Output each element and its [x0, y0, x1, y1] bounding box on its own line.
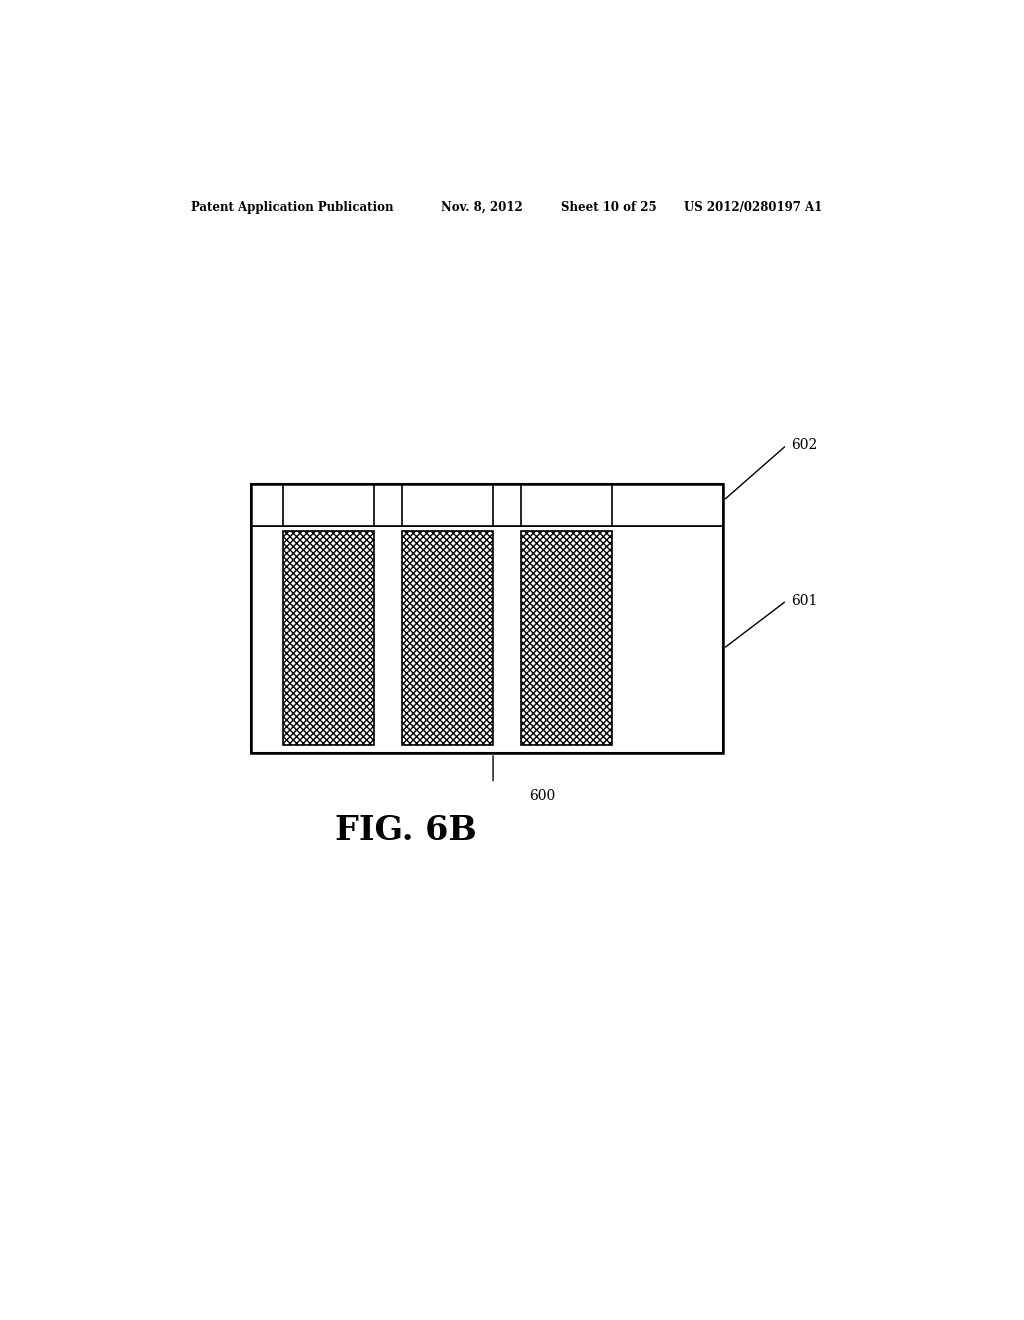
Text: 600: 600	[528, 788, 555, 803]
Text: US 2012/0280197 A1: US 2012/0280197 A1	[684, 201, 822, 214]
Bar	[283, 532, 374, 744]
Text: FIG. 6B: FIG. 6B	[335, 814, 476, 847]
Bar	[251, 483, 723, 752]
Bar	[521, 483, 612, 527]
Bar	[401, 532, 494, 744]
Bar	[251, 483, 723, 527]
Text: Patent Application Publication: Patent Application Publication	[191, 201, 394, 214]
Bar	[251, 483, 723, 752]
Text: Nov. 8, 2012: Nov. 8, 2012	[441, 201, 523, 214]
Text: 601: 601	[791, 594, 817, 607]
Text: Sheet 10 of 25: Sheet 10 of 25	[560, 201, 656, 214]
Bar	[521, 532, 612, 744]
Bar	[401, 483, 494, 527]
Bar	[251, 483, 723, 527]
Text: 602: 602	[791, 438, 817, 451]
Bar	[251, 483, 723, 527]
Bar	[283, 483, 374, 527]
